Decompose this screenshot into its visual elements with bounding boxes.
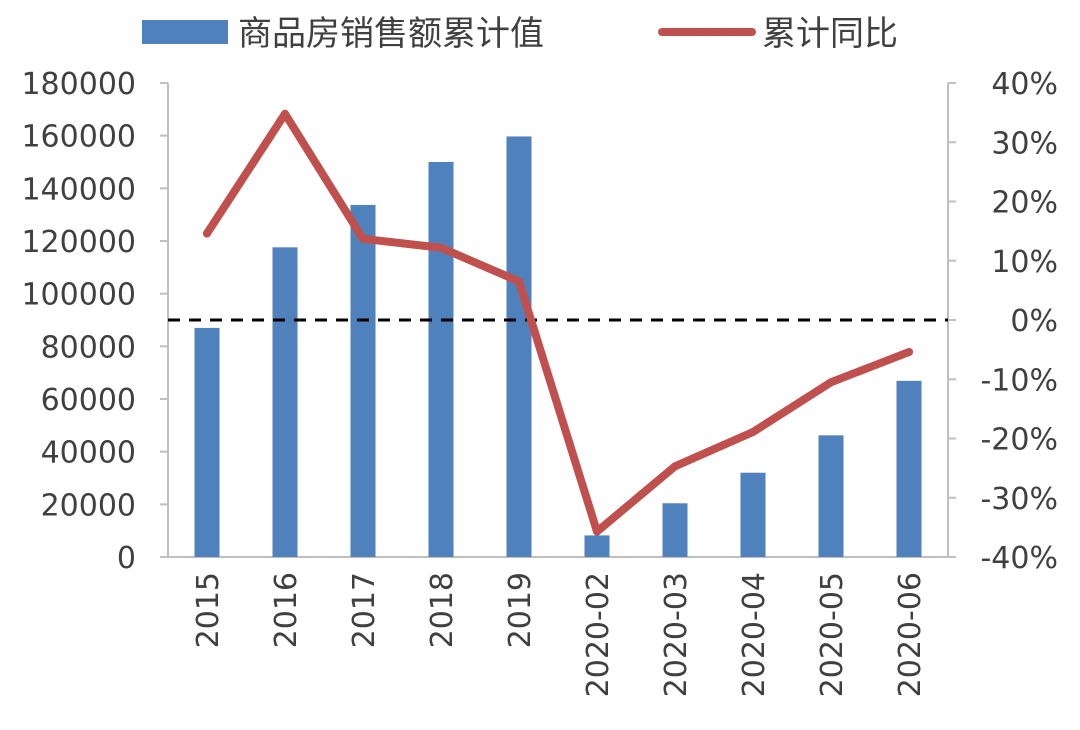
bar (194, 327, 220, 557)
x-tick-label: 2020-02 (581, 572, 616, 697)
x-tick-label: 2016 (269, 572, 304, 648)
x-tick-label: 2020-05 (815, 572, 850, 697)
y-right-tick-label: 20% (991, 186, 1058, 221)
legend-label-line: 累计同比 (762, 14, 898, 54)
yoy-line-point (593, 527, 601, 536)
y-left-tick-label: 60000 (41, 383, 136, 418)
yoy-line-point (749, 427, 757, 436)
x-tick-label: 2015 (191, 572, 226, 648)
bar (272, 247, 298, 557)
bar (740, 472, 766, 557)
plot-area: 0 20000 40000 60000 80000 100000 120000 140000 1… (21, 67, 1058, 697)
y-left-tick-label: 40000 (41, 436, 136, 471)
bar (428, 162, 454, 557)
yoy-line-point (359, 234, 367, 243)
legend-swatch-bar (142, 20, 228, 44)
x-tick-label: 2018 (425, 572, 460, 648)
yoy-line-point (203, 229, 211, 238)
bar (662, 503, 688, 557)
y-left-tick-label: 160000 (21, 120, 136, 155)
y-right-tick-label: 40% (991, 67, 1058, 102)
yoy-line-point (671, 462, 679, 471)
bar (818, 435, 844, 557)
legend-label-bar: 商品房销售额累计值 (238, 14, 544, 54)
y-left-tick-label: 20000 (41, 488, 136, 523)
x-tick-label: 2020-03 (659, 572, 694, 697)
yoy-line-point (515, 277, 523, 286)
bar (896, 380, 922, 557)
yoy-line-point (905, 347, 913, 356)
yoy-line-point (281, 109, 289, 118)
y-left-tick-label: 0 (117, 541, 136, 576)
y-right-tick-label: -40% (980, 541, 1058, 576)
y-right-tick-label: -10% (980, 363, 1058, 398)
y-left-tick-label: 140000 (21, 172, 136, 207)
x-tick-label: 2020-04 (737, 572, 772, 697)
y-left-tick-label: 180000 (21, 67, 136, 102)
x-tick-label: 2020-06 (893, 572, 928, 697)
yoy-line-point (437, 243, 445, 252)
y-left-tick-label: 120000 (21, 225, 136, 260)
yoy-line-series (203, 109, 913, 536)
bar (584, 535, 610, 557)
x-tick-label: 2017 (347, 572, 382, 648)
y-right-tick-label: -20% (980, 423, 1058, 458)
y-right-tick-label: 30% (991, 126, 1058, 161)
yoy-line-point (827, 378, 835, 387)
y-left-tick-label: 80000 (41, 330, 136, 365)
y-right-tick-label: 10% (991, 245, 1058, 280)
bar (350, 204, 376, 557)
y-left-tick-label: 100000 (21, 278, 136, 313)
legend: 商品房销售额累计值 累计同比 (142, 14, 898, 54)
bar (506, 136, 532, 557)
x-tick-label: 2019 (503, 572, 538, 648)
y-right-tick-label: -30% (980, 482, 1058, 517)
y-right-tick-label: 0% (1010, 304, 1058, 339)
